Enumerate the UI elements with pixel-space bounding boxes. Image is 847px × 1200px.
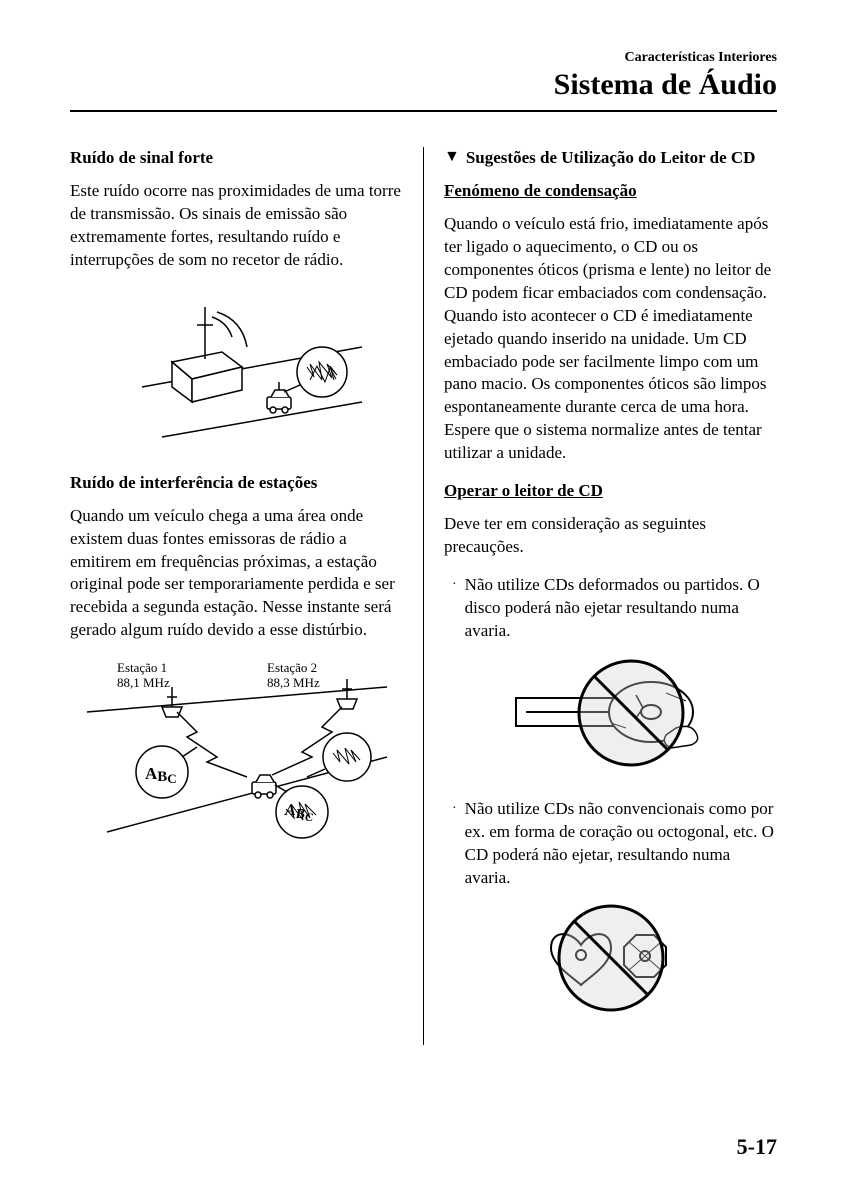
header-subtitle: Características Interiores bbox=[70, 50, 777, 66]
freq2-label: 88,3 MHz bbox=[267, 675, 320, 690]
section-body-interference: Quando um veículo chega a uma área onde … bbox=[70, 505, 403, 643]
page-header: Características Interiores Sistema de Áu… bbox=[70, 50, 777, 112]
interference-diagram: Estação 1 88,1 MHz Estação 2 88,3 MHz AB… bbox=[77, 657, 397, 847]
bullet-item-1: · Não utilize CDs deformados ou partidos… bbox=[444, 574, 777, 643]
section-title-operate: Operar o leitor de CD bbox=[444, 480, 777, 503]
bullet-icon: · bbox=[452, 798, 457, 819]
station1-label: Estação 1 bbox=[117, 660, 167, 675]
section-body-operate: Deve ter em consideração as seguintes pr… bbox=[444, 513, 777, 559]
prohibit-shaped-cd-icon bbox=[526, 900, 696, 1020]
section-title-condensation: Fenómeno de condensação bbox=[444, 180, 777, 203]
content-columns: Ruído de sinal forte Este ruído ocorre n… bbox=[70, 147, 777, 1045]
left-column: Ruído de sinal forte Este ruído ocorre n… bbox=[70, 147, 403, 1045]
subsection-header: ▼ Sugestões de Utilização do Leitor de C… bbox=[444, 147, 777, 170]
station2-label: Estação 2 bbox=[267, 660, 317, 675]
tower-diagram bbox=[102, 287, 372, 447]
section-title-interference: Ruído de interferência de estações bbox=[70, 472, 403, 495]
bullet-icon: · bbox=[452, 574, 457, 595]
right-column: ▼ Sugestões de Utilização do Leitor de C… bbox=[423, 147, 777, 1045]
bullet-text-2: Não utilize CDs não convencionais como p… bbox=[465, 798, 777, 890]
page-number: 5-17 bbox=[737, 1134, 777, 1160]
prohibit-broken-cd-icon bbox=[511, 653, 711, 773]
freq1-label: 88,1 MHz bbox=[117, 675, 170, 690]
section-body-strong-signal: Este ruído ocorre nas proximidades de um… bbox=[70, 180, 403, 272]
header-title: Sistema de Áudio bbox=[70, 68, 777, 102]
subsection-title: Sugestões de Utilização do Leitor de CD bbox=[466, 147, 756, 170]
bullet-text-1: Não utilize CDs deformados ou partidos. … bbox=[465, 574, 777, 643]
triangle-icon: ▼ bbox=[444, 147, 460, 168]
bullet-item-2: · Não utilize CDs não convencionais como… bbox=[444, 798, 777, 890]
section-title-strong-signal: Ruído de sinal forte bbox=[70, 147, 403, 170]
section-body-condensation: Quando o veículo está frio, imediatament… bbox=[444, 213, 777, 465]
